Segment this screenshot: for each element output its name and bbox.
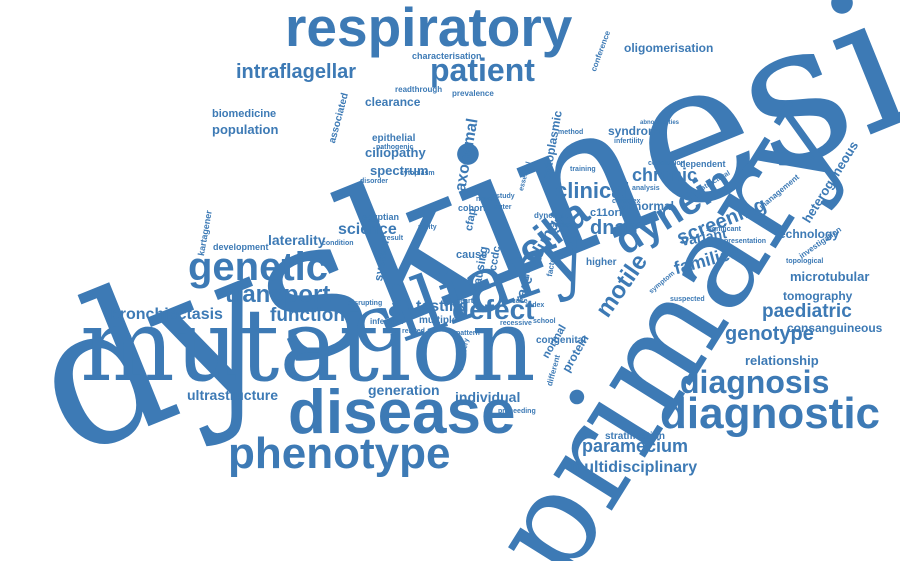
- word-epithelial: epithelial: [372, 133, 416, 144]
- word-utility: utility: [418, 224, 437, 231]
- word-diagnosis: diagnosis: [680, 364, 830, 400]
- word-condition: condition: [322, 240, 354, 247]
- word-disease: disease: [288, 378, 516, 447]
- word-tomography: tomography: [783, 289, 853, 303]
- word-cytoplasm: cytoplasm: [400, 170, 435, 177]
- word-significant: significant: [706, 226, 742, 233]
- word-egyptian: egyptian: [362, 212, 400, 222]
- word-analysis: analysis: [632, 185, 660, 192]
- word-complex: complex: [612, 198, 641, 205]
- word-intraflagellar: intraflagellar: [236, 61, 357, 83]
- word-multidisciplinary: multidisciplinary: [570, 459, 698, 476]
- word-development: development: [213, 242, 269, 252]
- word-clearance: clearance: [365, 95, 421, 109]
- word-generation: generation: [368, 382, 440, 398]
- word-novel: novel: [476, 196, 495, 203]
- word-infertility: infertility: [614, 138, 644, 145]
- word-dependent: dependent: [680, 159, 726, 169]
- word-disrupting: disrupting: [348, 300, 383, 307]
- word-genotype: genotype: [725, 323, 814, 345]
- word-cause: cause: [456, 249, 488, 261]
- word-patient: patient: [430, 52, 535, 88]
- word-recessive: recessive: [500, 320, 532, 327]
- word-cohort: cohort: [458, 203, 486, 213]
- word-defect: defect: [452, 294, 535, 325]
- word-multiple: multiple: [419, 315, 458, 326]
- word-genetic: genetic: [188, 245, 329, 289]
- word-disorder: disorder: [360, 178, 389, 185]
- word-spectrum: spectrum: [370, 163, 429, 178]
- word-ultrastructure: ultrastructure: [187, 387, 279, 403]
- word-pathogenic: pathogenic: [376, 144, 414, 151]
- word-readthrough: readthrough: [395, 85, 443, 94]
- word-oligomerisation: oligomerisation: [624, 41, 714, 55]
- word-school: school: [533, 318, 556, 325]
- word-mutation: mutation: [80, 287, 536, 404]
- word-bronchiectasis: bronchiectasis: [110, 306, 223, 323]
- word-index: index: [526, 302, 545, 309]
- word-case: case: [512, 298, 528, 305]
- word-abnormal: abnormal: [620, 199, 675, 213]
- word-transport: transport: [225, 281, 331, 308]
- word-chronic: chronic: [632, 165, 698, 185]
- word-abnormalities: abnormalities: [640, 120, 680, 126]
- word-paramecium: paramecium: [582, 436, 689, 456]
- word-science: science: [338, 221, 397, 238]
- word-population: population: [212, 122, 279, 137]
- word-suspected: suspected: [670, 296, 705, 303]
- word-respiratory: respiratory: [285, 0, 573, 58]
- word-individual: individual: [455, 389, 521, 405]
- word-congenital: congenital: [536, 335, 587, 346]
- word-relationship: relationship: [745, 353, 819, 368]
- word-consanguineous: consanguineous: [787, 321, 883, 335]
- word-related: related: [402, 328, 425, 335]
- word-associated: associated: [327, 91, 352, 145]
- word-function: function: [270, 305, 345, 326]
- word-heart: heart: [456, 298, 474, 305]
- word-infection: infection: [370, 317, 404, 326]
- word-paediatric: paediatric: [762, 301, 852, 322]
- word-phenotype: phenotype: [228, 429, 451, 478]
- word-presentation: presentation: [724, 238, 767, 245]
- word-testing: testing: [416, 298, 469, 315]
- word-syndrome: syndrome: [608, 124, 666, 138]
- word-characterisation: characterisation: [412, 51, 482, 61]
- word-training: training: [570, 166, 596, 173]
- word-result: result: [384, 235, 404, 242]
- word-microtubular: microtubular: [790, 269, 870, 284]
- word-c11orf: c11orf: [590, 207, 623, 219]
- word-prevalence: prevalence: [452, 89, 494, 98]
- word-conclusion: conclusion: [648, 160, 685, 167]
- word-technology: technology: [775, 227, 840, 241]
- word-clinical: clinical: [555, 178, 630, 203]
- word-diagnostic: diagnostic: [660, 389, 881, 438]
- word-proceeding: proceeding: [498, 408, 536, 415]
- word-outer: outer: [494, 204, 512, 211]
- word-mcidas: mcidas: [548, 222, 573, 229]
- word-higher: higher: [586, 257, 617, 268]
- word-dyneins: dyneins: [534, 211, 565, 220]
- word-ciliopathy: ciliopathy: [365, 145, 426, 160]
- word-pattern: pattern: [456, 330, 480, 337]
- word-study: study: [496, 193, 515, 200]
- word-topological: topological: [786, 258, 824, 265]
- word-biomedicine: biomedicine: [212, 108, 277, 120]
- word-method: method: [558, 129, 584, 136]
- word-dnah: dnah: [590, 217, 638, 239]
- word-stratification: stratification: [605, 431, 666, 442]
- word-laterality: laterality: [268, 232, 326, 248]
